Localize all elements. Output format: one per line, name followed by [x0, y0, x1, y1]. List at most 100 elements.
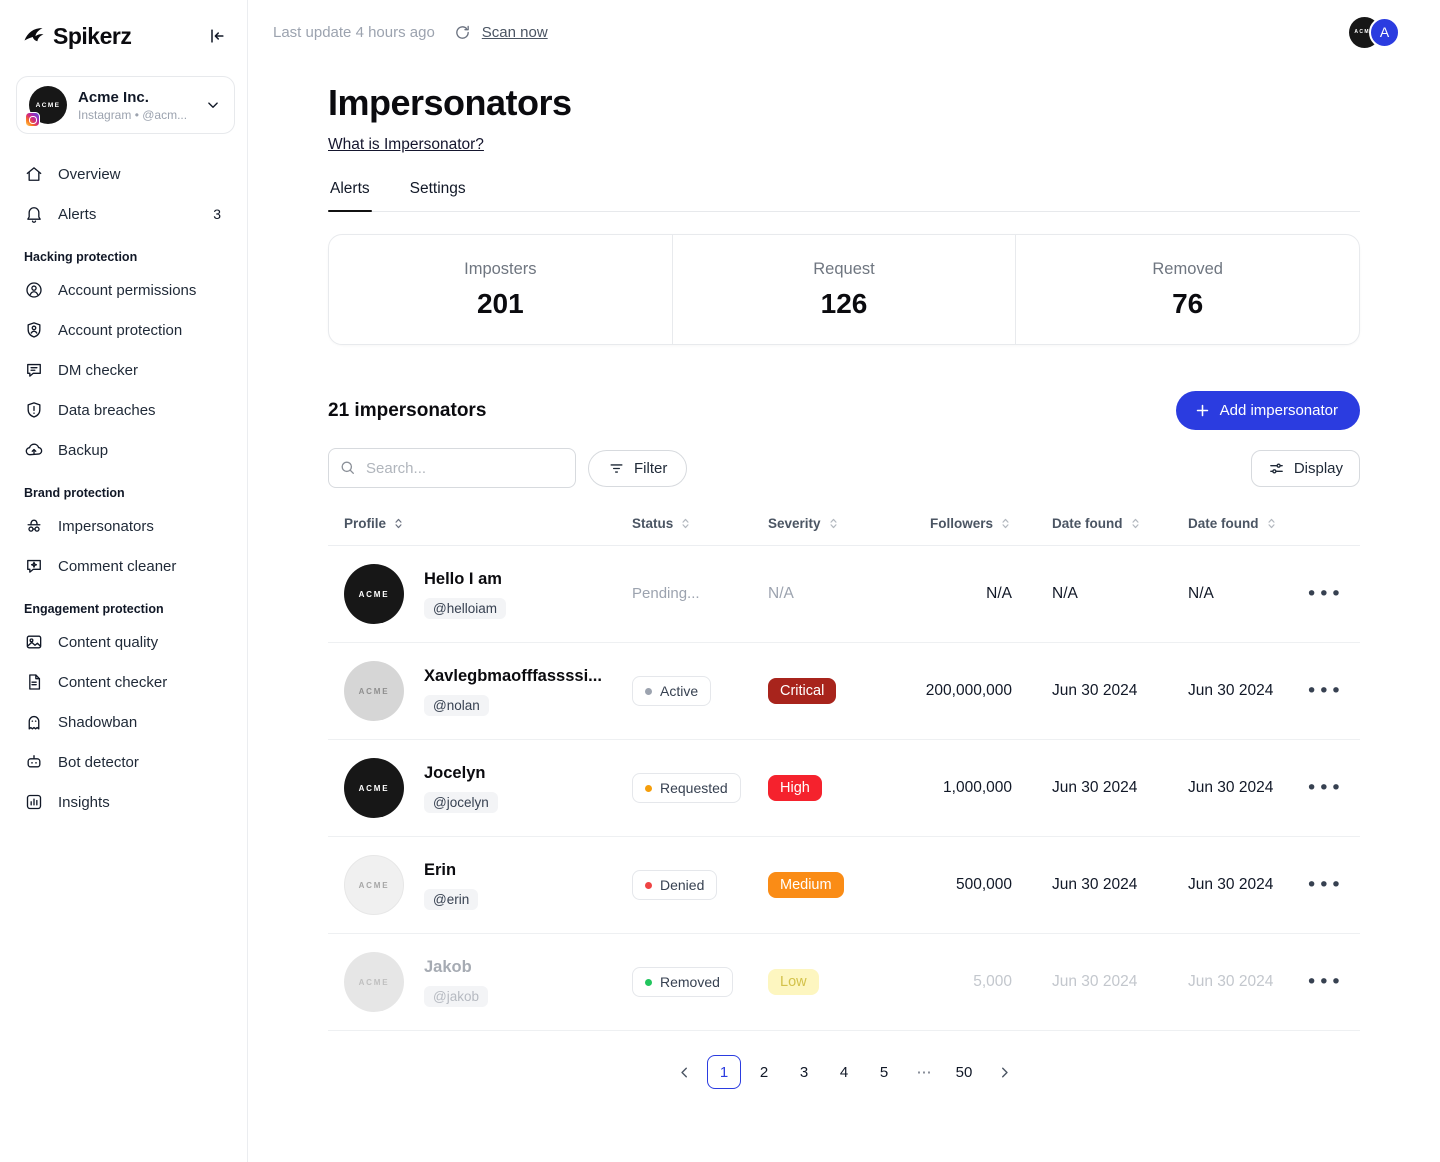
sidebar-item-alerts[interactable]: Alerts 3 — [16, 194, 235, 234]
nav-section-header: Brand protection — [24, 486, 125, 500]
refresh-button[interactable] — [452, 22, 473, 43]
chevron-left-icon — [676, 1064, 693, 1081]
status-badge: Removed — [632, 967, 733, 997]
plus-icon — [1194, 402, 1211, 419]
home-icon — [24, 164, 44, 184]
profile-handle: @jocelyn — [424, 791, 498, 813]
profile-avatar: ACME — [344, 855, 404, 915]
user-avatar[interactable]: A — [1369, 16, 1400, 48]
user-badge-icon — [24, 280, 44, 300]
instagram-badge-icon — [25, 112, 40, 127]
column-header-followers[interactable]: Followers — [908, 516, 1028, 531]
sidebar-item-account-permissions[interactable]: Account permissions — [16, 270, 235, 310]
profile-avatar: ACME — [344, 952, 404, 1012]
sidebar-item-shadowban[interactable]: Shadowban — [16, 702, 235, 742]
sidebar-item-impersonators[interactable]: Impersonators — [16, 506, 235, 546]
profile-handle: @jakob — [424, 985, 488, 1007]
sidebar-item-insights[interactable]: Insights — [16, 782, 235, 822]
severity-cell: Low — [752, 969, 908, 995]
sidebar-item-label: Overview — [58, 165, 121, 183]
pagination-prev-button[interactable] — [667, 1055, 701, 1089]
severity-cell: Medium — [752, 872, 908, 898]
stat-value: 126 — [820, 288, 868, 319]
sidebar-item-label: Bot detector — [58, 753, 139, 771]
date-found-cell: Jun 30 2024 — [1188, 973, 1274, 990]
sidebar-item-label: Insights — [58, 793, 110, 811]
tab-alerts[interactable]: Alerts — [328, 180, 372, 212]
bot-icon — [24, 752, 44, 772]
sidebar-item-label: Impersonators — [58, 517, 154, 535]
sort-icon — [392, 517, 405, 530]
sliders-icon — [1268, 460, 1285, 477]
account-avatar: ACME — [25, 86, 67, 127]
cloud-icon — [24, 440, 44, 460]
row-actions-button[interactable]: ••• — [1300, 773, 1349, 803]
date-found-cell: Jun 30 2024 — [1188, 779, 1274, 796]
severity-cell: High — [752, 775, 908, 801]
sidebar-item-comment-cleaner[interactable]: Comment cleaner — [16, 546, 235, 586]
profile-cell[interactable]: ACME Jakob @jakob — [344, 952, 616, 1012]
table-row: ACME Jakob @jakob Removed Low 5,000 Jun 30 202… — [328, 934, 1360, 1031]
sidebar-item-content-quality[interactable]: Content quality — [16, 622, 235, 662]
status-pending-text: Pending... — [632, 585, 700, 602]
scan-now-link[interactable]: Scan now — [481, 23, 548, 41]
followers-cell: 1,000,000 — [943, 779, 1012, 796]
pagination-page-2[interactable]: 2 — [747, 1055, 781, 1089]
row-actions-button[interactable]: ••• — [1300, 579, 1349, 609]
sidebar: Spikerz ACME Acme Inc. Instagram • @acm.… — [0, 0, 248, 1162]
sidebar-item-data-breaches[interactable]: Data breaches — [16, 390, 235, 430]
status-dot-icon — [645, 978, 652, 986]
sidebar-item-account-protection[interactable]: Account protection — [16, 310, 235, 350]
profile-name: Hello I am — [424, 569, 502, 588]
status-badge: Requested — [632, 773, 741, 803]
profile-cell[interactable]: ACME Erin @erin — [344, 855, 616, 915]
tabs: Alerts Settings — [328, 180, 1360, 212]
sidebar-collapse-button[interactable] — [203, 22, 231, 50]
pagination-next-button[interactable] — [987, 1055, 1021, 1089]
what-is-impersonator-link[interactable]: What is Impersonator? — [328, 136, 484, 153]
date-found-cell: Jun 30 2024 — [1052, 682, 1138, 699]
pagination-page-3[interactable]: 3 — [787, 1055, 821, 1089]
column-header-date-found-2[interactable]: Date found — [1164, 516, 1300, 531]
profile-cell[interactable]: ACME Xavlegbmaofffassssi... @nolan — [344, 661, 616, 721]
sidebar-item-bot-detector[interactable]: Bot detector — [16, 742, 235, 782]
ghost-icon — [24, 712, 44, 732]
display-button[interactable]: Display — [1250, 449, 1360, 487]
column-header-status[interactable]: Status — [616, 516, 752, 531]
profile-cell[interactable]: ACME Hello I am @helloiam — [344, 564, 616, 624]
sidebar-item-overview[interactable]: Overview — [16, 154, 235, 194]
sort-icon — [827, 517, 840, 530]
row-actions-button[interactable]: ••• — [1300, 967, 1349, 997]
row-actions-button[interactable]: ••• — [1300, 870, 1349, 900]
shield-user-icon — [24, 320, 44, 340]
filter-button[interactable]: Filter — [588, 449, 688, 487]
search-input[interactable] — [328, 448, 576, 488]
severity-badge: High — [768, 775, 822, 801]
mask-icon — [24, 516, 44, 536]
column-header-severity[interactable]: Severity — [752, 516, 908, 531]
column-header-date-found-1[interactable]: Date found — [1028, 516, 1164, 531]
severity-badge: Low — [768, 969, 819, 995]
pagination-page-4[interactable]: 4 — [827, 1055, 861, 1089]
date-found-cell: Jun 30 2024 — [1052, 779, 1138, 796]
pagination-page-5[interactable]: 5 — [867, 1055, 901, 1089]
pagination-page-1[interactable]: 1 — [707, 1055, 741, 1089]
account-subtitle: Instagram • @acm... — [78, 107, 188, 122]
table-body: ACME Hello I am @helloiam Pending... N/A N/A N… — [328, 546, 1360, 1031]
tab-settings[interactable]: Settings — [409, 180, 466, 197]
status-dot-icon — [645, 881, 652, 889]
profile-cell[interactable]: ACME Jocelyn @jocelyn — [344, 758, 616, 818]
filter-icon — [608, 460, 625, 477]
table-header: Profile Status Severity Followers Date f… — [328, 502, 1360, 546]
pagination-page-50[interactable]: 50 — [947, 1055, 981, 1089]
search-icon — [339, 459, 356, 476]
stat-request: Request 126 — [671, 235, 1016, 344]
sidebar-item-content-checker[interactable]: Content checker — [16, 662, 235, 702]
add-impersonator-button[interactable]: Add impersonator — [1175, 391, 1360, 430]
message-sparkle-icon — [24, 556, 44, 576]
row-actions-button[interactable]: ••• — [1300, 676, 1349, 706]
account-switcher[interactable]: ACME Acme Inc. Instagram • @acm... — [16, 76, 235, 134]
column-header-profile[interactable]: Profile — [344, 516, 616, 531]
sidebar-item-backup[interactable]: Backup — [16, 430, 235, 470]
sidebar-item-dm-checker[interactable]: DM checker — [16, 350, 235, 390]
